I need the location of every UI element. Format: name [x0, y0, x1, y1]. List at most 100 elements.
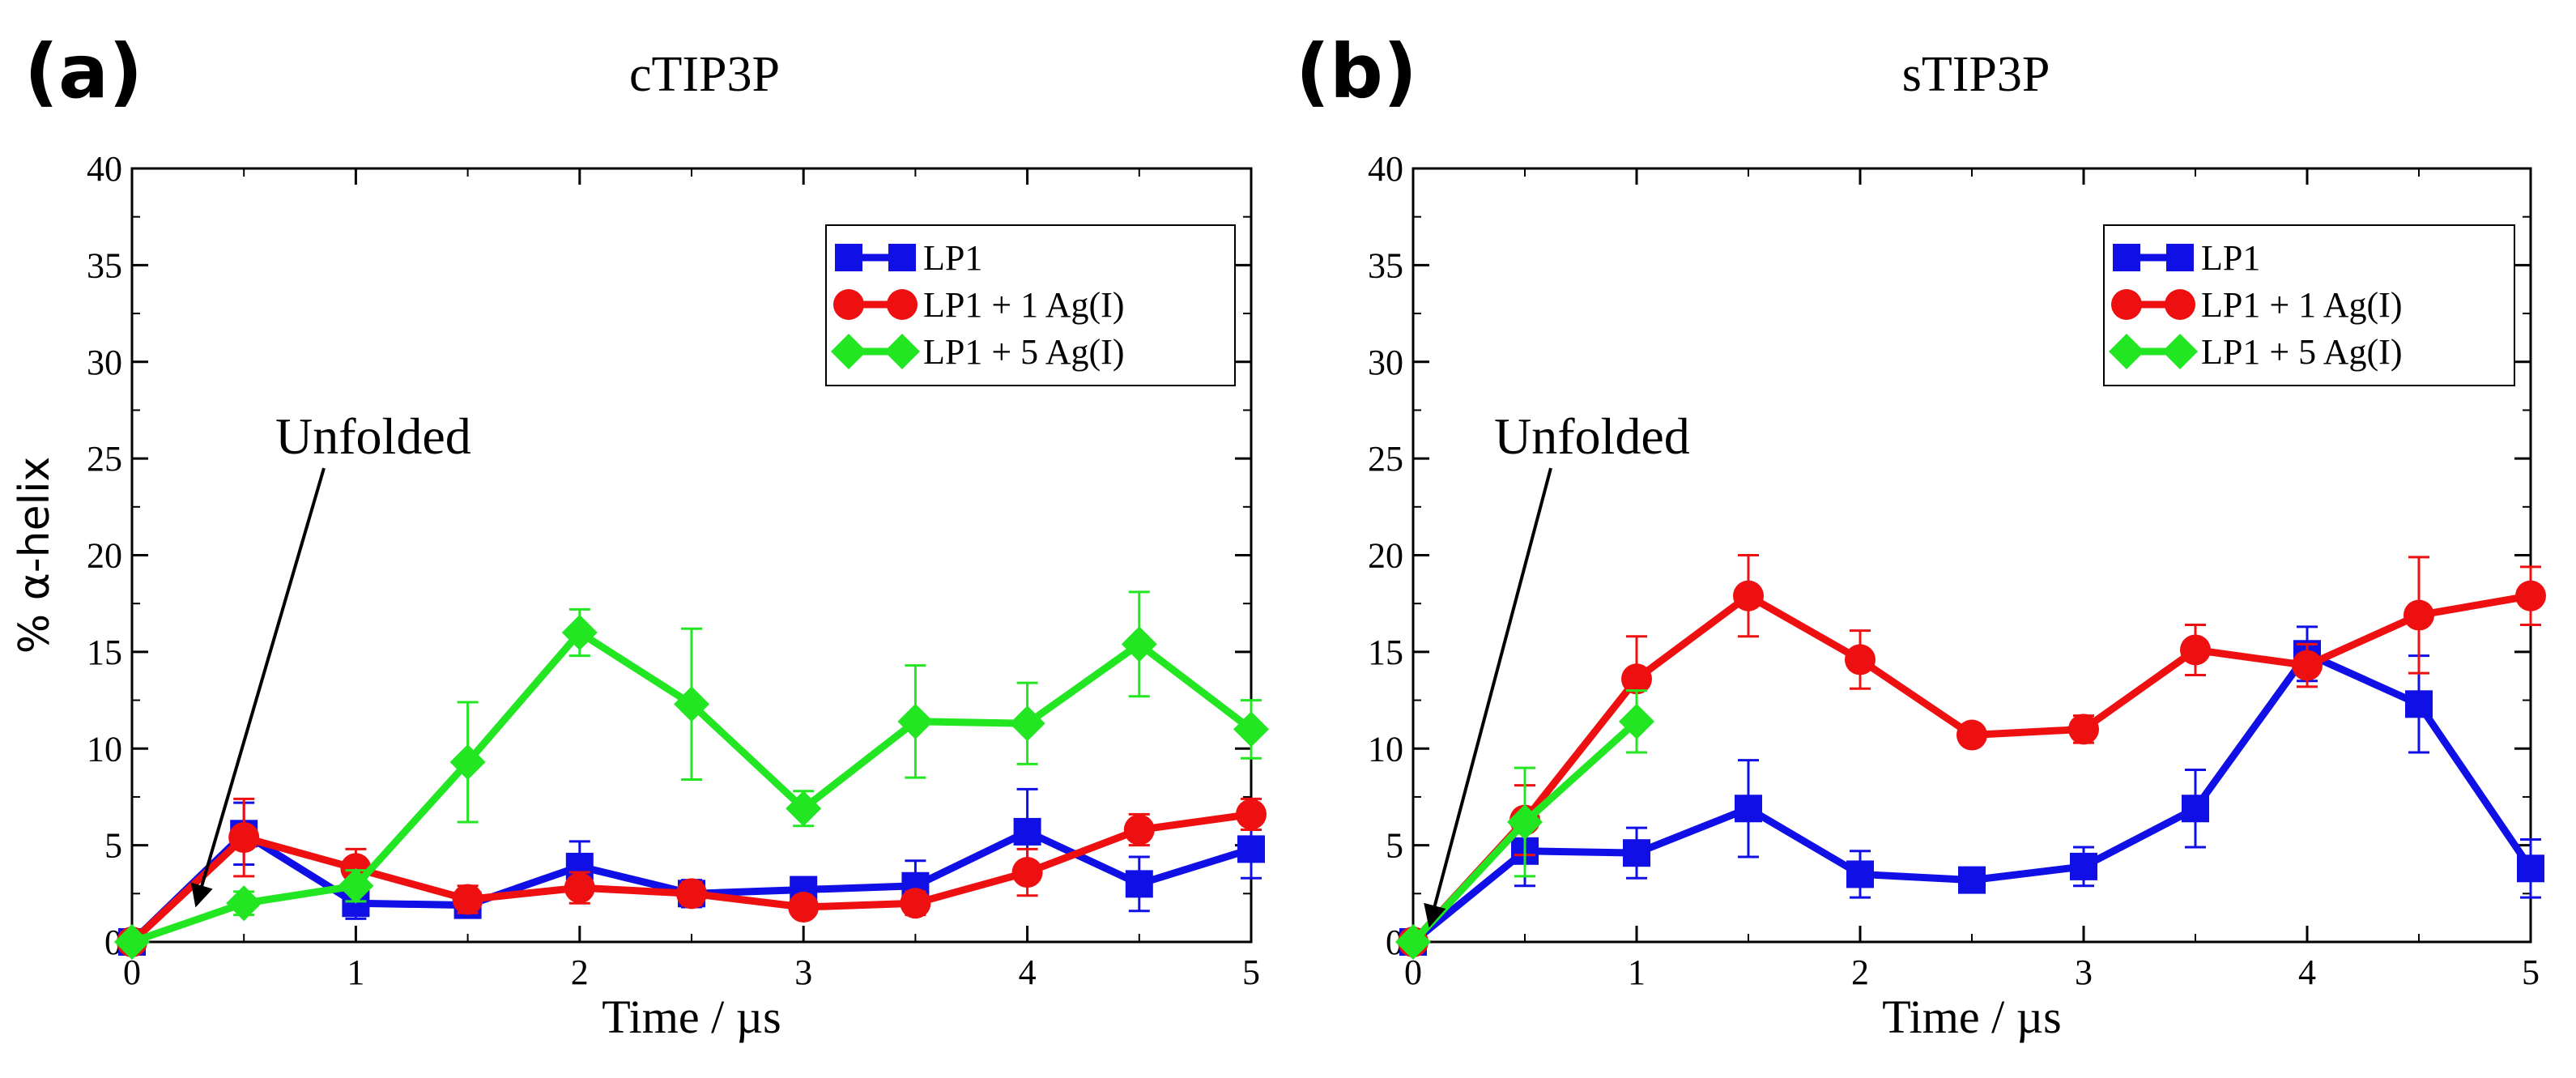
data-point: [1236, 799, 1267, 830]
y-tick-label: 35: [1368, 245, 1403, 285]
data-point: [1121, 626, 1157, 663]
data-point: [561, 615, 598, 650]
data-point: [2517, 854, 2544, 883]
y-tick-label: 25: [1368, 439, 1403, 479]
y-tick-label: 5: [1386, 826, 1403, 866]
x-tick-label: 3: [2075, 952, 2093, 992]
data-point: [2070, 852, 2097, 880]
y-tick-label: 10: [87, 729, 122, 769]
data-point: [2182, 795, 2209, 823]
legend-label: LP1 + 1 Ag(I): [2201, 285, 2402, 325]
y-tick-label: 40: [1368, 149, 1403, 189]
data-point: [1011, 857, 1043, 888]
x-tick-label: 1: [1628, 952, 1646, 992]
legend-marker: [833, 289, 864, 320]
series-square: [1399, 625, 2544, 956]
y-tick-label: 40: [87, 149, 122, 189]
y-tick-label: 20: [87, 536, 122, 576]
legend-label: LP1 + 1 Ag(I): [923, 285, 1124, 325]
data-point: [114, 924, 150, 960]
y-tick-label: 35: [87, 245, 122, 285]
legend: LP1 LP1 + 1 Ag(I) LP1 + 5 Ag(I): [825, 224, 1236, 386]
x-tick-label: 0: [1404, 952, 1422, 992]
legend-marker: [835, 244, 862, 271]
series-diamond: [114, 590, 1269, 960]
data-point: [2292, 650, 2323, 681]
data-point: [2180, 634, 2211, 666]
chart-panel-b: (b) sTIP3P 0 5 10 15 20 25 30 35 40 0 1 2 3 4 5 Time / µs…: [1296, 28, 2546, 1043]
legend-marker: [888, 244, 916, 271]
series-circle: [117, 797, 1267, 957]
chart-panel-a: (a) cTIP3P 0 5 10 15 20 25 30 35 40 0 1 2 3 4 5 Time / µs…: [11, 28, 1269, 1043]
data-point: [1623, 839, 1650, 867]
annotation-arrow: [190, 467, 326, 908]
y-tick-label: 0: [1386, 922, 1403, 962]
data-point: [676, 878, 707, 910]
data-point: [1733, 580, 1764, 611]
data-point: [1013, 817, 1041, 846]
x-tick-label: 4: [1019, 952, 1037, 992]
x-tick-label: 1: [347, 952, 364, 992]
x-tick-label: 2: [571, 952, 589, 992]
y-tick-label: 30: [87, 343, 122, 382]
data-point: [1621, 663, 1652, 695]
data-point: [1009, 705, 1045, 742]
data-point: [452, 884, 483, 915]
series-line: [129, 810, 1252, 945]
y-tick-label: 15: [87, 633, 122, 672]
data-point: [1125, 870, 1153, 898]
legend-marker: [2113, 244, 2140, 271]
y-tick-label: 25: [87, 439, 122, 479]
panel-label: (b): [1296, 28, 1417, 115]
data-point: [897, 703, 934, 739]
x-tick-label: 4: [2298, 952, 2316, 992]
data-point: [788, 892, 820, 923]
legend-marker: [2109, 334, 2144, 369]
x-axis-label: Time / µs: [1882, 991, 2061, 1043]
chart-title: sTIP3P: [1902, 47, 2050, 102]
legend-marker: [2165, 289, 2195, 320]
legend-marker: [884, 334, 920, 369]
data-point: [226, 885, 262, 922]
chart-title: cTIP3P: [629, 47, 780, 102]
legend-marker: [887, 289, 918, 320]
legend-marker: [2111, 289, 2142, 320]
y-axis-label: % α-helix: [11, 457, 59, 654]
series-square: [118, 787, 1265, 956]
data-point: [1846, 860, 1874, 888]
legend-label: LP1 + 5 Ag(I): [2201, 332, 2402, 372]
y-tick-label: 20: [1368, 536, 1403, 576]
annotation-unfolded: Unfolded: [1494, 407, 1690, 465]
y-tick-label: 0: [104, 922, 122, 962]
panel-label: (a): [24, 28, 143, 115]
annotation-arrow: [1424, 467, 1552, 928]
legend-label: LP1 + 5 Ag(I): [923, 332, 1124, 372]
y-tick-label: 5: [104, 826, 122, 866]
legend-marker: [831, 334, 866, 369]
x-tick-label: 2: [1851, 952, 1869, 992]
data-point: [228, 822, 260, 854]
data-point: [564, 872, 595, 904]
data-point: [2068, 714, 2099, 745]
legend-label: LP1: [923, 238, 982, 278]
annotation-unfolded: Unfolded: [275, 407, 471, 465]
legend-marker: [2166, 244, 2194, 271]
series-line: [1411, 650, 2534, 945]
data-point: [1237, 835, 1265, 863]
data-point: [2405, 690, 2433, 718]
legend: LP1 LP1 + 1 Ag(I) LP1 + 5 Ag(I): [2103, 224, 2515, 386]
data-point: [338, 867, 374, 904]
data-point: [2404, 599, 2434, 631]
data-point: [900, 888, 931, 919]
data-point: [1619, 703, 1654, 739]
x-tick-label: 3: [794, 952, 812, 992]
data-point: [1507, 803, 1543, 840]
data-point: [2515, 580, 2546, 611]
y-tick-label: 30: [1368, 343, 1403, 382]
data-point: [1735, 795, 1762, 823]
x-tick-label: 5: [1242, 952, 1260, 992]
data-point: [1956, 719, 1987, 751]
data-point: [674, 686, 709, 722]
data-point: [1395, 924, 1431, 960]
